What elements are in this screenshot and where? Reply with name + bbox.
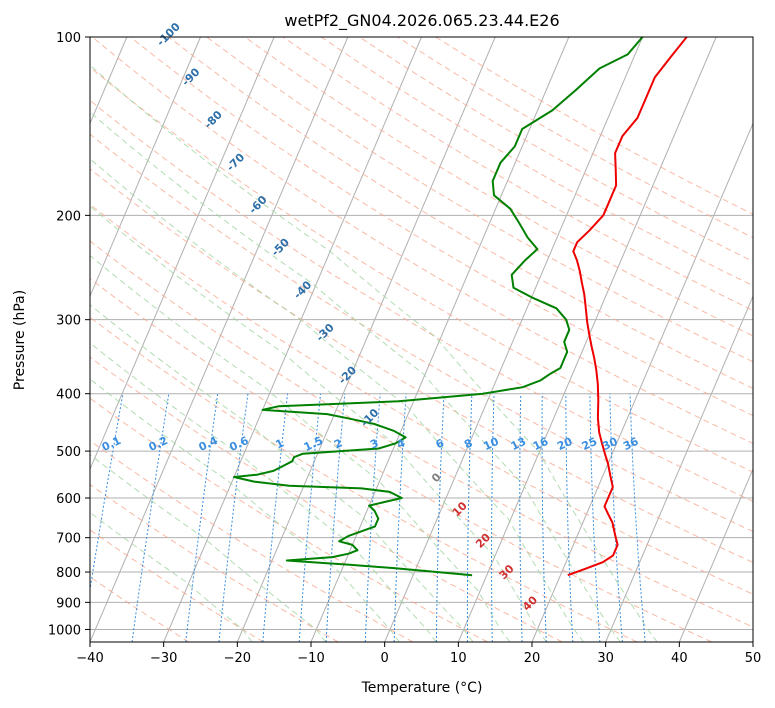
isotherm-gridline: [90, 37, 275, 471]
mixing-ratio-label: 36: [621, 435, 641, 453]
mixing-ratio-line: [565, 393, 574, 642]
moist-adiabat: [90, 64, 658, 642]
dry-adiabat: [130, 37, 753, 417]
mixing-ratio-line: [364, 393, 381, 642]
y-tick-label: 100: [56, 31, 81, 46]
dry-adiabat: [282, 37, 753, 312]
y-tick-label: 1000: [48, 623, 81, 638]
x-axis: −40 −30 −20 −10 0 10 20 30 40 50: [76, 642, 761, 666]
isotherm-gridline: [531, 122, 753, 642]
dry-adiabat: [90, 168, 753, 563]
mixing-ratio-line: [541, 393, 547, 642]
mixing-ratio-line: [185, 393, 219, 642]
y-tick-label: 300: [56, 314, 81, 329]
moist-adiabat: [90, 342, 437, 642]
x-tick-label: 20: [524, 651, 541, 666]
dry-adiabat: [91, 37, 753, 445]
isotherm-gridline: [605, 295, 753, 642]
dry-adiabat: [90, 278, 712, 642]
x-tick-label: −30: [150, 651, 177, 666]
chart-title: wetPf2_GN04.2026.065.23.44.E26: [284, 11, 559, 31]
y-tick-label: 700: [56, 532, 81, 547]
mixing-ratio-label: 20: [555, 435, 575, 453]
mixing-ratio-line: [325, 393, 346, 642]
dry-adiabat: [90, 483, 339, 642]
mixing-ratio-line: [519, 393, 523, 642]
x-tick-label: 40: [671, 651, 688, 666]
temperature-line: [567, 37, 688, 577]
dry-adiabat: [90, 356, 563, 642]
isotherm-gridline: [90, 37, 349, 642]
mixing-ratio-line: [491, 393, 495, 642]
dewpoint-line: [233, 37, 644, 577]
isotherm-gridline: [163, 37, 422, 642]
moist-adiabat: [90, 205, 548, 642]
dry-adiabat: [168, 37, 753, 389]
y-tick-label: 400: [56, 388, 81, 403]
mixing-ratio-line: [466, 393, 473, 642]
x-tick-label: 0: [381, 651, 389, 666]
plot-frame: [89, 36, 754, 643]
mixing-ratio-line: [609, 393, 623, 642]
x-axis-label: Temperature (°C): [361, 680, 483, 696]
moist-adiabat: [90, 511, 253, 642]
mixing-ratio-line: [298, 393, 322, 642]
mixing-ratio-line: [629, 393, 646, 642]
y-tick-label: 900: [56, 596, 81, 611]
dry-adiabat: [90, 529, 264, 642]
x-tick-label: −20: [224, 651, 251, 666]
mixing-ratio-line: [435, 393, 445, 642]
y-tick-label: 500: [56, 445, 81, 460]
mixing-ratio-line: [589, 393, 601, 642]
isotherm-gridline: [752, 640, 753, 642]
isotherm-gridline: [457, 37, 717, 642]
isotherm-gridline: [90, 37, 201, 298]
mixing-ratio-label: 13: [509, 435, 528, 453]
plot-background: [90, 37, 753, 642]
x-tick-label: −40: [76, 651, 103, 666]
dry-adiabat: [90, 240, 753, 628]
x-tick-label: 30: [597, 651, 614, 666]
mixing-ratio-line: [131, 393, 170, 642]
x-tick-label: −10: [297, 651, 324, 666]
y-axis-label: Pressure (hPa): [12, 290, 28, 390]
mixing-ratio-label: 25: [580, 435, 599, 453]
dry-adiabat: [90, 133, 753, 533]
y-axis: 100 200 300 400 500 600 700 800 900 1000: [48, 31, 90, 638]
dry-adiabat: [90, 203, 753, 595]
mixing-ratio-line: [218, 393, 249, 642]
y-tick-label: 800: [56, 566, 81, 581]
mixing-ratio-line: [262, 393, 289, 642]
mixing-ratio-label: 10: [481, 435, 501, 453]
isotherm-gridline: [236, 37, 496, 642]
isotherm-gridline: [678, 467, 753, 642]
moist-adiabat: [90, 254, 511, 642]
dry-adiabat: [244, 37, 753, 337]
series-layer: [233, 37, 688, 577]
mixing-ratio-label: 30: [600, 435, 620, 453]
isotherm-gridline: [384, 37, 643, 642]
mixing-ratio-line: [90, 393, 124, 593]
x-tick-label: 10: [450, 651, 467, 666]
moist-adiabat: [90, 111, 621, 642]
y-tick-label: 200: [56, 209, 81, 224]
mixing-ratio-label: 16: [531, 435, 551, 453]
x-tick-label: 50: [745, 651, 762, 666]
dry-adiabat: [90, 99, 753, 502]
moist-adiabat: [90, 158, 584, 642]
y-tick-label: 600: [56, 492, 81, 507]
mixing-ratio-line: [393, 393, 407, 642]
moist-adiabat: [90, 378, 400, 642]
moist-adiabat: [90, 454, 327, 642]
